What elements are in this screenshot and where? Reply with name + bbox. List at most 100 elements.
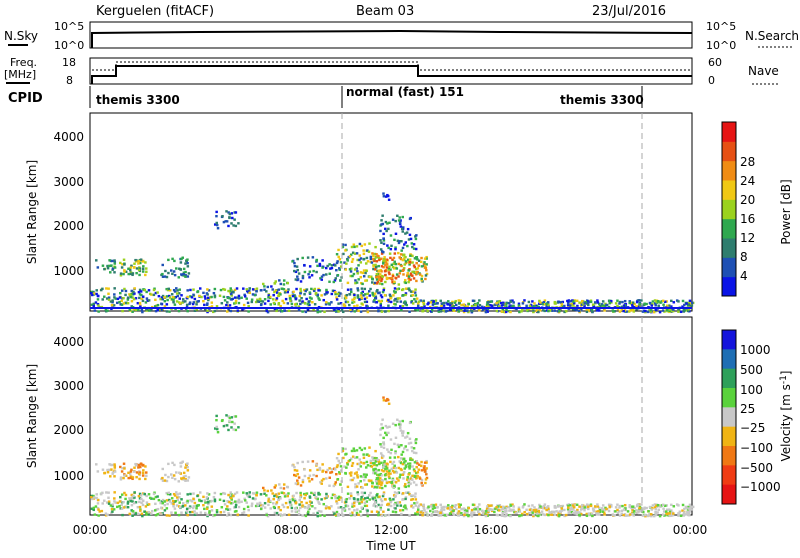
power-cell [388,276,391,280]
velocity-cell [380,474,383,477]
power-cell [130,305,133,308]
velocity-cell [159,501,162,505]
power-cell [349,253,353,256]
power-cell [401,288,405,291]
velocity-cell [132,494,135,498]
power-cell [563,310,566,314]
velocity-cell [300,500,303,504]
velocity-cell [379,472,383,476]
power-cell [293,294,296,297]
power-cell [275,298,278,302]
velocity-cell [301,478,305,482]
power-cell [168,289,172,292]
velocity-cell [515,511,518,515]
velocity-cell [233,510,237,513]
velocity-cell [299,496,302,499]
power-cell [533,302,536,305]
velocity-cell [351,502,354,506]
power-cell [153,287,156,290]
velocity-cell [633,506,636,510]
velocity-cell [263,489,266,492]
velocity-cell [182,476,185,480]
power-cell [339,302,343,305]
power-cell [643,302,646,305]
velocity-cell [474,507,477,511]
velocity-cell [126,502,130,505]
velocity-cell [232,428,235,431]
power-cbar-segment [722,160,736,181]
power-cell [326,264,329,268]
velocity-cell [532,514,535,518]
velocity-cell [339,496,342,499]
velocity-cell [270,489,273,492]
velocity-cell [261,486,265,490]
power-cell [129,295,133,299]
velocity-cell [130,504,134,507]
power-cell [196,290,199,294]
velocity-cell [668,512,671,515]
velocity-cell [139,509,142,512]
velocity-cell [109,475,112,478]
power-cell [334,264,337,267]
velocity-cell [419,511,423,514]
power-cell [575,299,579,302]
power-cell [539,301,542,304]
velocity-cell [378,462,381,466]
velocity-cell [373,462,376,465]
power-cell [403,263,406,266]
velocity-cell [357,513,360,517]
power-cell [198,294,201,298]
velocity-cell [104,514,108,517]
velocity-cell [353,472,357,475]
velocity-cell [199,511,203,514]
power-cell [288,297,292,300]
power-cell [398,221,402,224]
power-cell [435,302,438,305]
velocity-cell [165,479,169,483]
power-cell [178,267,181,270]
velocity-cell [410,446,414,449]
power-cell [622,309,625,313]
velocity-cell [390,448,393,452]
power-cell [335,296,338,299]
velocity-cell [483,511,487,514]
velocity-cell [366,514,370,518]
velocity-cell [408,462,412,465]
velocity-cell [335,472,338,476]
velocity-cell [101,491,104,495]
velocity-cell [277,506,281,509]
power-cell [382,195,386,198]
velocity-cell [408,464,412,468]
power-cell [573,308,577,311]
power-cell [382,287,386,290]
velocity-cell [567,503,571,506]
power-cell [601,300,605,303]
power-cell [317,297,320,300]
velocity-cell [188,505,192,508]
velocity-cell [90,495,93,499]
power-cell [625,310,628,313]
power-cell [404,260,408,263]
velocity-cell [352,476,356,480]
power-cell [389,297,392,300]
velocity-cell [416,506,420,509]
power-cell [596,308,600,311]
power-cell [174,295,178,299]
velocity-cell [381,418,384,421]
velocity-cell [375,457,378,460]
power-cell [173,303,177,306]
power-cell [266,310,270,314]
velocity-cell [569,504,572,507]
velocity-cell [230,416,234,419]
power-cell [311,256,315,259]
power-cell [612,309,615,313]
power-cell [339,261,343,264]
power-cell [97,310,100,313]
power-cell [361,271,365,275]
power-cell [446,303,450,306]
velocity-cell [575,510,579,514]
velocity-cell [475,508,479,511]
power-cell [667,304,671,307]
power-cell [553,302,557,305]
power-cell [313,287,317,291]
